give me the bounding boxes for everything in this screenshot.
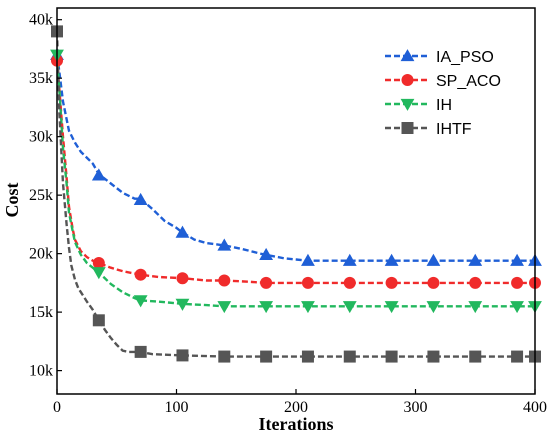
y-tick-label: 35k xyxy=(29,70,53,87)
data-point-ih xyxy=(342,301,357,314)
x-axis-title: Iterations xyxy=(259,414,334,434)
legend-label-sp-aco: SP_ACO xyxy=(436,73,501,90)
data-point-ia-pso xyxy=(217,238,232,251)
y-tick-label: 40k xyxy=(29,12,53,29)
data-point-sp-aco xyxy=(134,268,147,281)
y-axis-title: Cost xyxy=(2,182,22,217)
data-point-ia-pso xyxy=(133,192,148,206)
legend-label-ih: IH xyxy=(436,97,452,114)
data-point-ihtf xyxy=(343,350,356,363)
data-point-ia-pso xyxy=(468,253,483,266)
data-point-ihtf xyxy=(427,350,440,363)
data-point-ih xyxy=(384,301,399,314)
y-tick-label: 30k xyxy=(29,129,53,146)
series-line-ia-pso xyxy=(57,54,535,262)
data-point-sp-aco xyxy=(92,256,105,269)
data-point-ih xyxy=(510,301,524,314)
x-tick-label: 0 xyxy=(53,399,61,416)
y-tick-label: 20k xyxy=(29,246,53,263)
legend-marker-ia-pso xyxy=(400,49,415,62)
data-point-ihtf xyxy=(511,350,524,363)
legend-label-ihtf: IHTF xyxy=(436,121,472,138)
y-tick-label: 25k xyxy=(29,187,53,204)
data-point-sp-aco xyxy=(176,272,189,285)
data-point-ih xyxy=(133,295,148,308)
data-point-ihtf xyxy=(176,349,189,362)
data-point-sp-aco xyxy=(343,276,356,289)
data-point-ia-pso xyxy=(384,253,399,266)
legend-marker-sp-aco xyxy=(401,74,414,86)
data-point-sp-aco xyxy=(385,276,398,289)
axis-layer: 0 100 200 300 400 10k 15k 20k 25k 30k 35k 40k xyxy=(29,12,547,416)
data-point-ihtf xyxy=(260,350,273,363)
data-point-ih xyxy=(259,301,274,314)
data-point-ia-pso xyxy=(342,253,357,266)
x-tick-label: 200 xyxy=(284,399,308,416)
data-point-ihtf xyxy=(92,314,105,327)
legend-label-ia-pso: IA_PSO xyxy=(436,49,494,66)
x-tick-label: 100 xyxy=(165,399,189,416)
data-point-ihtf xyxy=(134,345,147,358)
x-tick-label: 300 xyxy=(404,399,428,416)
data-point-ia-pso xyxy=(175,225,190,238)
data-point-ia-pso xyxy=(259,247,274,260)
data-point-ih xyxy=(217,301,232,314)
data-point-sp-aco xyxy=(427,276,440,289)
legend-marker-ihtf xyxy=(401,122,414,134)
data-point-ihtf xyxy=(301,350,314,363)
data-point-ia-pso xyxy=(91,168,106,181)
data-point-sp-aco xyxy=(469,276,482,289)
data-point-sp-aco xyxy=(218,274,231,287)
data-point-ia-pso xyxy=(301,253,315,266)
data-point-ih xyxy=(175,298,190,311)
y-tick-label: 15k xyxy=(29,304,53,321)
data-point-sp-aco xyxy=(301,276,314,289)
data-point-ia-pso xyxy=(426,253,441,266)
data-point-ihtf xyxy=(385,350,398,363)
x-tick-label: 400 xyxy=(523,399,547,416)
data-point-ia-pso xyxy=(510,253,524,266)
data-point-ihtf xyxy=(218,350,231,363)
data-point-ih xyxy=(468,301,483,314)
data-point-ihtf xyxy=(469,350,482,363)
data-point-sp-aco xyxy=(511,276,524,289)
legend: IA_PSO SP_ACO IH IHTF xyxy=(385,49,501,138)
data-point-ih xyxy=(301,301,315,314)
data-point-ih xyxy=(91,267,106,280)
data-point-sp-aco xyxy=(260,276,273,289)
legend-marker-ih xyxy=(400,98,415,111)
data-point-ih xyxy=(426,301,441,314)
y-tick-label: 10k xyxy=(29,363,53,380)
